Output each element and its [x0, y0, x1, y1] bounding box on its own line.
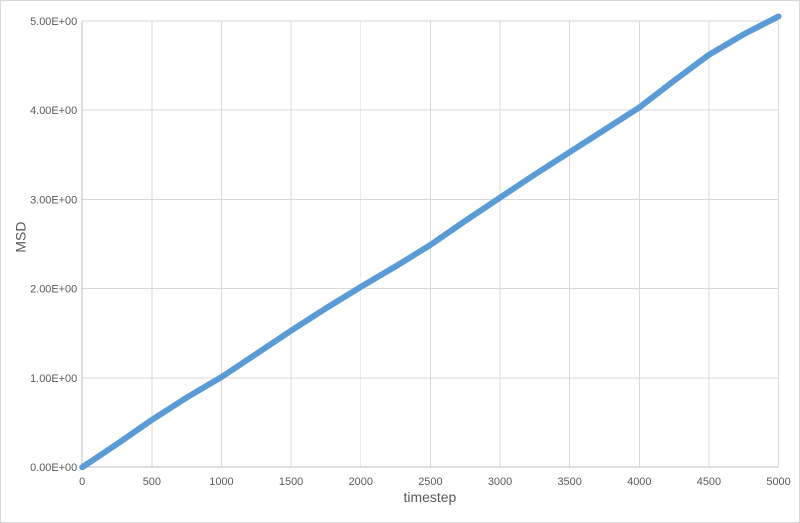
y-tick-label: 2.00E+00	[30, 284, 77, 296]
x-tick-label: 500	[143, 476, 161, 488]
x-tick-label: 4500	[697, 476, 721, 488]
x-tick-label: 4000	[627, 476, 651, 488]
y-axis-title: MSD	[12, 222, 28, 253]
x-tick-label: 1500	[279, 476, 303, 488]
y-tick-label: 1.00E+00	[30, 373, 77, 385]
y-tick-label: 3.00E+00	[30, 194, 77, 206]
x-tick-label: 0	[79, 476, 85, 488]
y-tick-label: 0.00E+00	[30, 462, 77, 474]
y-tick-label: 4.00E+00	[30, 105, 77, 117]
x-tick-label: 2000	[349, 476, 373, 488]
x-tick-label: 3000	[488, 476, 512, 488]
y-tick-label: 5.00E+00	[30, 16, 77, 28]
msd-line-series	[79, 13, 782, 471]
x-tick-label: 2500	[418, 476, 442, 488]
x-tick-label: 3500	[557, 476, 581, 488]
axis-lines	[81, 20, 779, 468]
tick-labels: 0.00E+00 1.00E+00 2.00E+00 3.00E+00 4.00E+00…	[30, 16, 791, 488]
series-group	[79, 13, 782, 471]
x-axis-title: timestep	[404, 489, 457, 505]
x-tick-label: 1000	[209, 476, 233, 488]
x-tick-label: 5000	[766, 476, 790, 488]
